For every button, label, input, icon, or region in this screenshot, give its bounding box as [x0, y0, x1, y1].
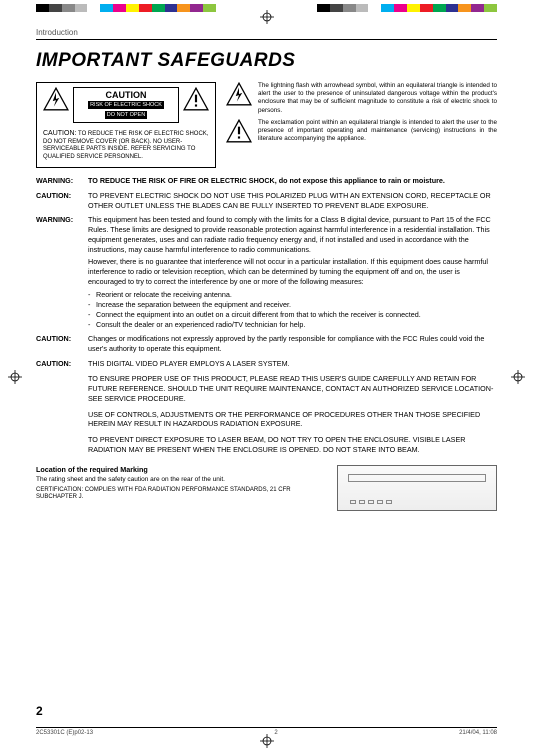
warning-body: This equipment has been tested and found… — [88, 215, 497, 329]
warning-label: WARNING: — [36, 215, 88, 329]
page-title: IMPORTANT SAFEGUARDS — [36, 50, 497, 72]
caution-box: CAUTION RISK OF ELECTRIC SHOCK DO NOT OP… — [36, 82, 216, 168]
page-number: 2 — [36, 704, 43, 718]
bullet-item: Increase the separation between the equi… — [88, 300, 497, 310]
registration-mark-left — [8, 370, 22, 384]
footer-right: 21/4/04, 11:08 — [459, 730, 497, 736]
caution-lead: CAUTION: — [43, 130, 76, 137]
warning-label: WARNING: — [36, 176, 88, 186]
exclamation-icon — [183, 87, 209, 111]
caution-sub2: DO NOT OPEN — [105, 111, 147, 119]
exclamation-text: The exclamation point within an equilate… — [258, 119, 497, 144]
lightning-icon — [43, 87, 69, 111]
exclamation-icon — [226, 119, 252, 143]
bullet-item: Connect the equipment into an outlet on … — [88, 310, 497, 320]
device-illustration — [337, 465, 497, 511]
marking-sub: The rating sheet and the safety caution … — [36, 476, 329, 483]
marking-cert: CERTIFICATION: COMPLIES WITH FDA RADIATI… — [36, 487, 329, 502]
divider — [36, 39, 497, 40]
registration-mark-top — [260, 10, 274, 24]
registration-mark-right — [511, 370, 525, 384]
warning-body: TO REDUCE THE RISK OF FIRE OR ELECTRIC S… — [88, 176, 497, 186]
bullet-item: Consult the dealer or an experienced rad… — [88, 320, 497, 330]
footer-left: 2C53301C (E)p02-13 — [36, 730, 93, 736]
warning-body: TO PREVENT ELECTRIC SHOCK DO NOT USE THI… — [88, 191, 497, 210]
footer-mid: 2 — [274, 730, 277, 736]
colorbar-right — [317, 4, 497, 12]
warning-label: CAUTION: — [36, 191, 88, 210]
registration-mark-bottom — [260, 734, 274, 748]
warning-body: Changes or modifications not expressly a… — [88, 334, 497, 353]
caution-sub1: RISK OF ELECTRIC SHOCK — [88, 101, 164, 109]
colorbar-left — [36, 4, 216, 12]
footer: 2C53301C (E)p02-13 2 21/4/04, 11:08 — [36, 727, 497, 736]
warning-label: CAUTION: — [36, 334, 88, 353]
warnings-block: WARNING:TO REDUCE THE RISK OF FIRE OR EL… — [36, 176, 497, 454]
lightning-icon — [226, 82, 252, 106]
section-label: Introduction — [36, 28, 497, 37]
warning-body: THIS DIGITAL VIDEO PLAYER EMPLOYS A LASE… — [88, 359, 497, 455]
marking-head: Location of the required Marking — [36, 465, 329, 474]
lightning-text: The lightning flash with arrowhead symbo… — [258, 82, 497, 115]
caution-head: CAUTION — [76, 90, 176, 100]
bullet-item: Reorient or relocate the receiving anten… — [88, 290, 497, 300]
warning-label: CAUTION: — [36, 359, 88, 455]
